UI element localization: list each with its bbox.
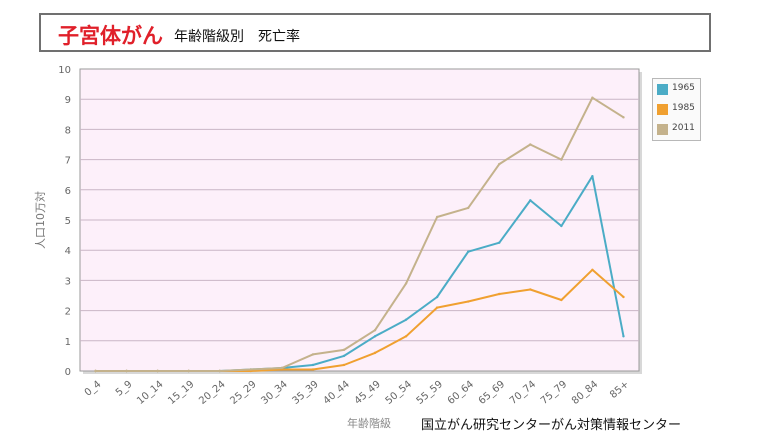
data-point-2011: [125, 369, 128, 373]
y-tick-label: 2: [65, 307, 71, 318]
data-point-1965: [591, 175, 594, 178]
x-tick-label: 10_14: [135, 379, 165, 407]
data-point-1985: [404, 335, 408, 338]
y-tick-label: 7: [65, 156, 71, 167]
data-point-2011: [249, 368, 253, 371]
data-point-1985: [560, 298, 563, 302]
legend-swatch: [657, 84, 668, 95]
chart-title: 子宮体がん: [58, 24, 163, 48]
x-tick-label: 5_9: [114, 379, 135, 399]
data-point-2011: [342, 348, 346, 352]
data-point-2011: [373, 329, 377, 332]
legend-label: 1965: [672, 83, 695, 93]
y-tick-label: 9: [65, 95, 71, 106]
legend-swatch: [657, 124, 668, 135]
data-point-1985: [622, 295, 625, 299]
data-point-1965: [373, 335, 377, 338]
y-axis-title: 人口10万対: [33, 191, 47, 249]
data-point-2011: [435, 215, 439, 219]
data-point-1985: [342, 363, 346, 367]
title-box: 子宮体がん 年齢階級別 死亡率: [39, 13, 711, 52]
x-tick-label: 15_19: [166, 379, 196, 407]
data-point-1965: [311, 363, 315, 367]
data-point-1985: [435, 306, 439, 309]
series-line-2011: [95, 96, 625, 372]
y-tick-label: 0: [65, 367, 71, 378]
data-point-2011: [591, 96, 594, 99]
data-point-1985: [311, 368, 315, 371]
data-point-1985: [466, 300, 470, 303]
data-point-2011: [498, 162, 501, 166]
y-tick-label: 6: [65, 186, 71, 197]
y-tick-label: 4: [65, 246, 71, 257]
x-tick-label: 85+: [608, 379, 631, 401]
source-credit: 国立がん研究センターがん対策情報センター: [421, 418, 682, 433]
x-tick-label: 0_4: [83, 379, 104, 399]
y-tick-label: 3: [65, 276, 71, 287]
y-tick-label: 8: [65, 125, 71, 136]
data-point-1965: [529, 199, 532, 202]
data-point-2011: [404, 282, 408, 285]
data-point-2011: [311, 353, 315, 356]
data-point-1985: [529, 288, 532, 291]
legend: 1965 1985 2011: [652, 78, 701, 141]
data-point-2011: [94, 369, 97, 373]
data-point-2011: [560, 158, 563, 161]
data-point-2011: [622, 116, 625, 119]
x-tick-label: 25_29: [228, 379, 258, 407]
data-point-1965: [342, 354, 346, 358]
data-point-1985: [498, 292, 501, 296]
data-point-2011: [187, 369, 190, 373]
legend-swatch: [657, 104, 668, 115]
data-point-1985: [591, 268, 594, 272]
x-tick-label: 55_59: [415, 379, 445, 407]
data-point-2011: [466, 206, 470, 210]
data-point-1965: [498, 241, 501, 244]
y-tick-label: 5: [65, 216, 71, 227]
x-tick-label: 40_44: [322, 379, 352, 407]
x-tick-label: 45_49: [353, 379, 383, 407]
chart-subtitle: 年齢階級別 死亡率: [174, 29, 300, 45]
data-point-2011: [280, 366, 284, 370]
data-point-2011: [156, 369, 159, 373]
data-point-1965: [435, 295, 439, 299]
x-tick-label: 35_39: [290, 379, 320, 407]
x-tick-label: 30_34: [259, 379, 289, 407]
legend-label: 1985: [672, 103, 695, 113]
data-point-1985: [373, 351, 377, 355]
data-point-1965: [466, 250, 470, 253]
x-axis-title: 年齢階級: [347, 416, 391, 430]
legend-label: 2011: [672, 123, 695, 133]
x-tick-label: 50_54: [384, 379, 414, 407]
data-point-2011: [218, 369, 221, 373]
y-tick-label: 10: [58, 65, 71, 76]
x-tick-label: 80_84: [570, 379, 600, 407]
x-tick-label: 75_79: [539, 379, 569, 407]
data-point-2011: [529, 143, 532, 146]
data-point-1965: [560, 224, 563, 228]
x-tick-label: 60_64: [446, 379, 476, 407]
data-point-1965: [622, 335, 625, 338]
x-tick-label: 70_74: [508, 379, 538, 407]
x-tick-label: 65_69: [477, 379, 507, 407]
y-tick-label: 1: [65, 337, 71, 348]
x-tick-label: 20_24: [197, 379, 227, 407]
data-point-1965: [404, 318, 408, 321]
